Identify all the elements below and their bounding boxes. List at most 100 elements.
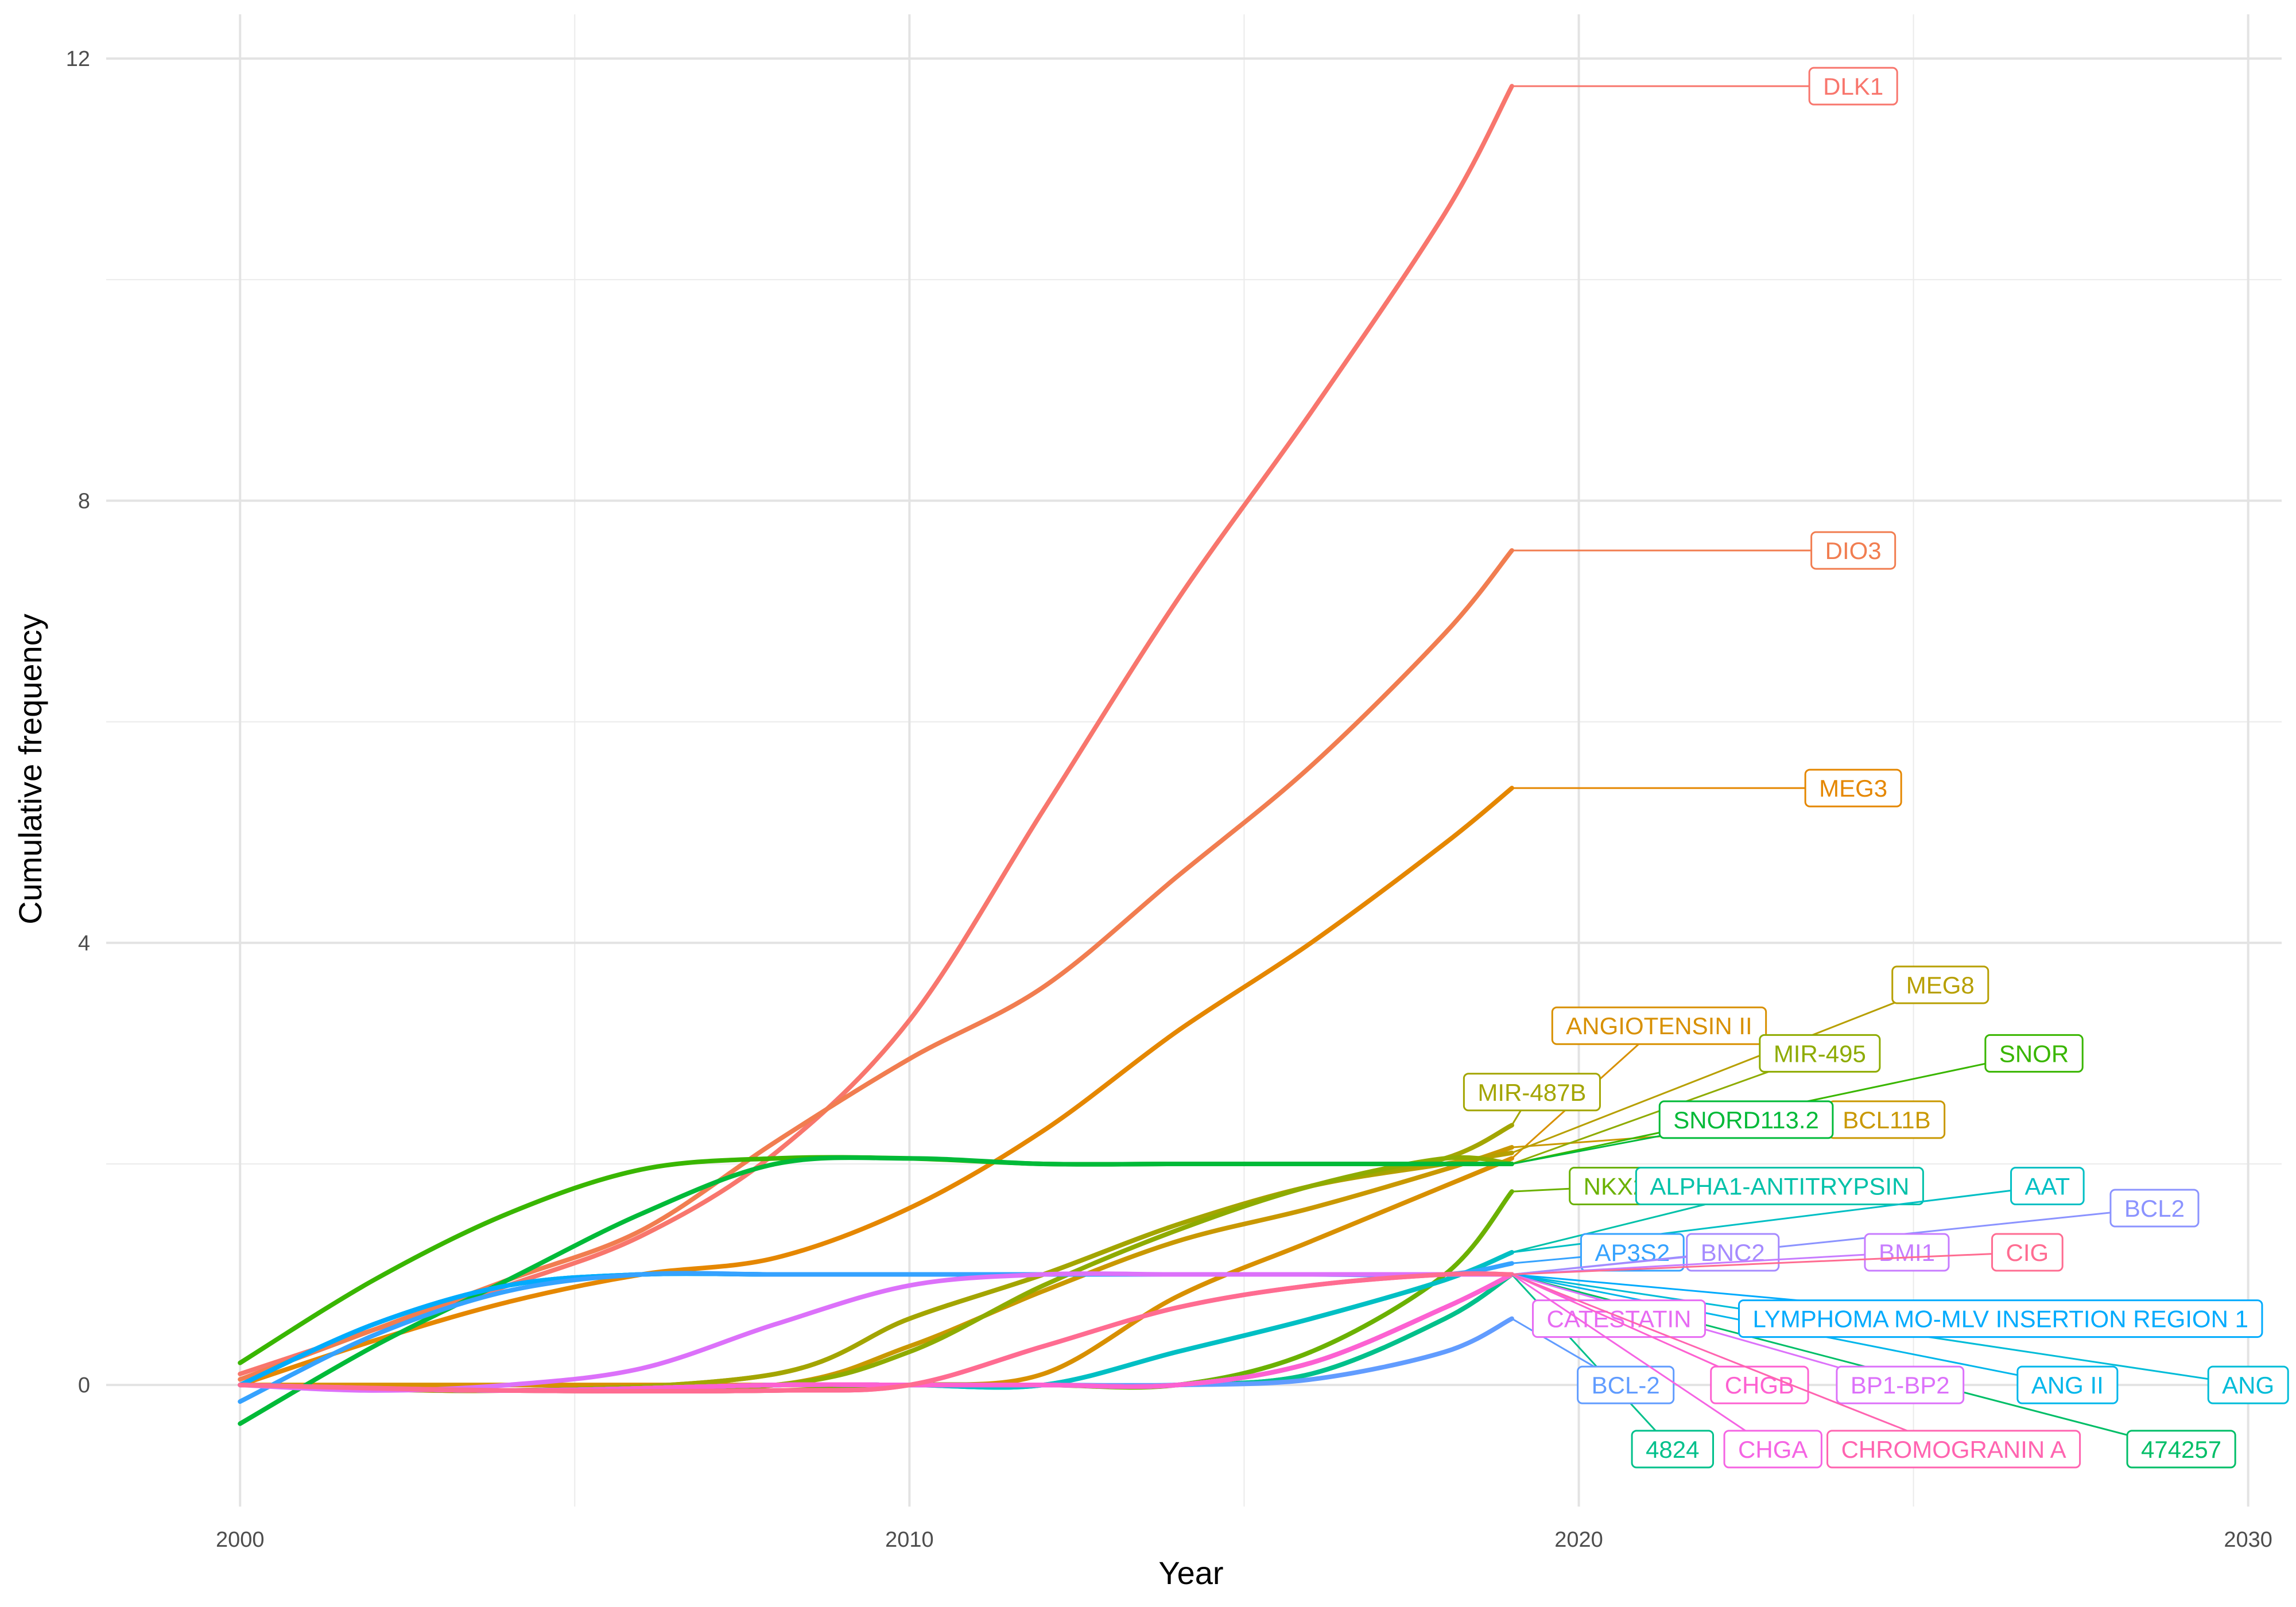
series-label-box — [1759, 1034, 1881, 1073]
series-label-text: ANG II — [2031, 1372, 2104, 1399]
series-label-text: CIG — [2006, 1239, 2049, 1266]
series-label-box — [2109, 1189, 2200, 1228]
series-label-box — [1808, 67, 1898, 106]
series-labels: DLK1 DIO3 MEG3 ANGIOTENSIN II BCL11B MEG8 MIR-… — [1463, 67, 2289, 1469]
axes: 2000 2010 2020 2030 0 4 8 12 — [66, 47, 2272, 1552]
series-lines — [238, 84, 1514, 1426]
series-label-15: ANG — [2207, 1365, 2289, 1404]
x-tick-label: 2030 — [2224, 1528, 2272, 1552]
series-label-box — [1635, 1166, 1924, 1205]
series-label-text: BMI1 — [1879, 1239, 1935, 1266]
label-connector-27 — [1511, 1274, 1954, 1450]
series-label-box — [1532, 1299, 1707, 1338]
series-label-text: MIR-487B — [1477, 1079, 1586, 1106]
series-label-16: ANG II — [2016, 1365, 2119, 1404]
series-label-17: LYMPHOMA MO-MLV INSERTION REGION 1 — [1737, 1299, 2263, 1338]
series-label-10: SNORD113.2 — [1658, 1100, 1834, 1139]
series-label-text: ANGIOTENSIN II — [1566, 1012, 1752, 1039]
series-label-box — [1810, 531, 1896, 570]
series-label-box — [1710, 1365, 1809, 1404]
series-label-box — [1984, 1034, 2084, 1073]
series-label-box — [2126, 1430, 2236, 1469]
series-label-26: CHGB — [1710, 1365, 1809, 1404]
series-label-4: BCL11B — [1828, 1100, 1946, 1139]
series-label-5: MEG8 — [1891, 965, 1989, 1004]
series-label-text: DLK1 — [1823, 73, 1883, 100]
series-label-3: ANGIOTENSIN II — [1551, 1006, 1767, 1045]
series-label-text: MEG8 — [1906, 972, 1975, 999]
series-label-text: SNORD113.2 — [1673, 1107, 1819, 1134]
series-label-text: BCL11B — [1843, 1107, 1930, 1134]
series-label-box — [1864, 1233, 1950, 1272]
series-label-7: MIR-495 — [1759, 1034, 1881, 1073]
series-label-text: LYMPHOMA MO-MLV INSERTION REGION 1 — [1752, 1306, 2248, 1333]
series-label-23: BP1-BP2 — [1836, 1365, 1965, 1404]
series-label-20: BCL2 — [2109, 1189, 2200, 1228]
series-label-box — [1991, 1233, 2064, 1272]
series-label-box — [1658, 1100, 1834, 1139]
series-label-text: MEG3 — [1819, 775, 1887, 802]
series-label-text: BCL-2 — [1592, 1372, 1660, 1399]
y-tick-label: 8 — [78, 489, 90, 513]
series-label-25: CHGA — [1723, 1430, 1822, 1469]
series-label-text: 474257 — [2141, 1436, 2221, 1463]
series-label-1: DIO3 — [1810, 531, 1896, 570]
series-label-13: ALPHA1-ANTITRYPSIN — [1635, 1166, 1924, 1205]
series-label-12: 4824 — [1631, 1430, 1715, 1469]
series-label-box — [2016, 1365, 2119, 1404]
x-axis-title: Year — [1158, 1555, 1223, 1591]
series-label-box — [1804, 768, 1902, 808]
series-label-0: DLK1 — [1808, 67, 1898, 106]
y-tick-label: 4 — [78, 931, 90, 956]
y-tick-label: 12 — [66, 47, 90, 71]
series-label-text: BP1-BP2 — [1851, 1372, 1950, 1399]
series-label-14: AAT — [2010, 1166, 2085, 1205]
series-label-22: BMI1 — [1864, 1233, 1950, 1272]
series-label-text: SNOR — [1999, 1040, 2069, 1067]
series-label-6: MIR-487B — [1463, 1073, 1601, 1112]
series-label-text: CHGA — [1738, 1436, 1808, 1463]
series-label-box — [1463, 1073, 1601, 1112]
series-label-box — [2207, 1365, 2289, 1404]
series-label-text: AAT — [2025, 1173, 2070, 1200]
series-label-box — [1723, 1430, 1822, 1469]
series-label-text: CHGB — [1725, 1372, 1794, 1399]
series-label-text: ALPHA1-ANTITRYPSIN — [1650, 1173, 1909, 1200]
series-label-27: CHROMOGRANIN A — [1826, 1430, 2081, 1469]
series-label-text: 4824 — [1646, 1436, 1699, 1463]
series-label-box — [1891, 965, 1989, 1004]
series-label-text: BCL2 — [2124, 1195, 2185, 1222]
series-label-box — [1631, 1430, 1715, 1469]
y-axis-title: Cumulative frequency — [12, 614, 48, 925]
series-label-28: CIG — [1991, 1233, 2064, 1272]
series-label-box — [1737, 1299, 2263, 1338]
x-tick-label: 2010 — [885, 1528, 934, 1552]
label-connector-28 — [1511, 1251, 2027, 1276]
series-label-19: BCL-2 — [1577, 1365, 1675, 1404]
label-connector-5 — [1511, 984, 1941, 1154]
x-tick-label: 2000 — [216, 1528, 265, 1552]
series-line-2 — [238, 786, 1514, 1388]
series-label-box — [1577, 1365, 1675, 1404]
series-label-11: 474257 — [2126, 1430, 2236, 1469]
series-label-text: DIO3 — [1825, 537, 1882, 564]
label-connector-25 — [1511, 1274, 1774, 1450]
series-label-text: MIR-495 — [1774, 1040, 1866, 1067]
series-label-box — [1826, 1430, 2081, 1469]
series-label-text: CATESTATIN — [1547, 1306, 1692, 1333]
series-label-24: CATESTATIN — [1532, 1299, 1707, 1338]
series-label-box — [1551, 1006, 1767, 1045]
x-tick-label: 2020 — [1554, 1528, 1603, 1552]
series-label-text: CHROMOGRANIN A — [1841, 1436, 2066, 1463]
series-label-box — [1580, 1233, 1685, 1272]
series-label-box — [1836, 1365, 1965, 1404]
label-connector-23 — [1511, 1274, 1901, 1386]
series-label-2: MEG3 — [1804, 768, 1902, 808]
series-label-18: AP3S2 — [1580, 1233, 1685, 1272]
series-label-9: SNOR — [1984, 1034, 2084, 1073]
series-label-box — [2010, 1166, 2085, 1205]
series-line-28 — [238, 1271, 1514, 1393]
series-label-text: ANG — [2222, 1372, 2274, 1399]
y-tick-label: 0 — [78, 1373, 90, 1398]
